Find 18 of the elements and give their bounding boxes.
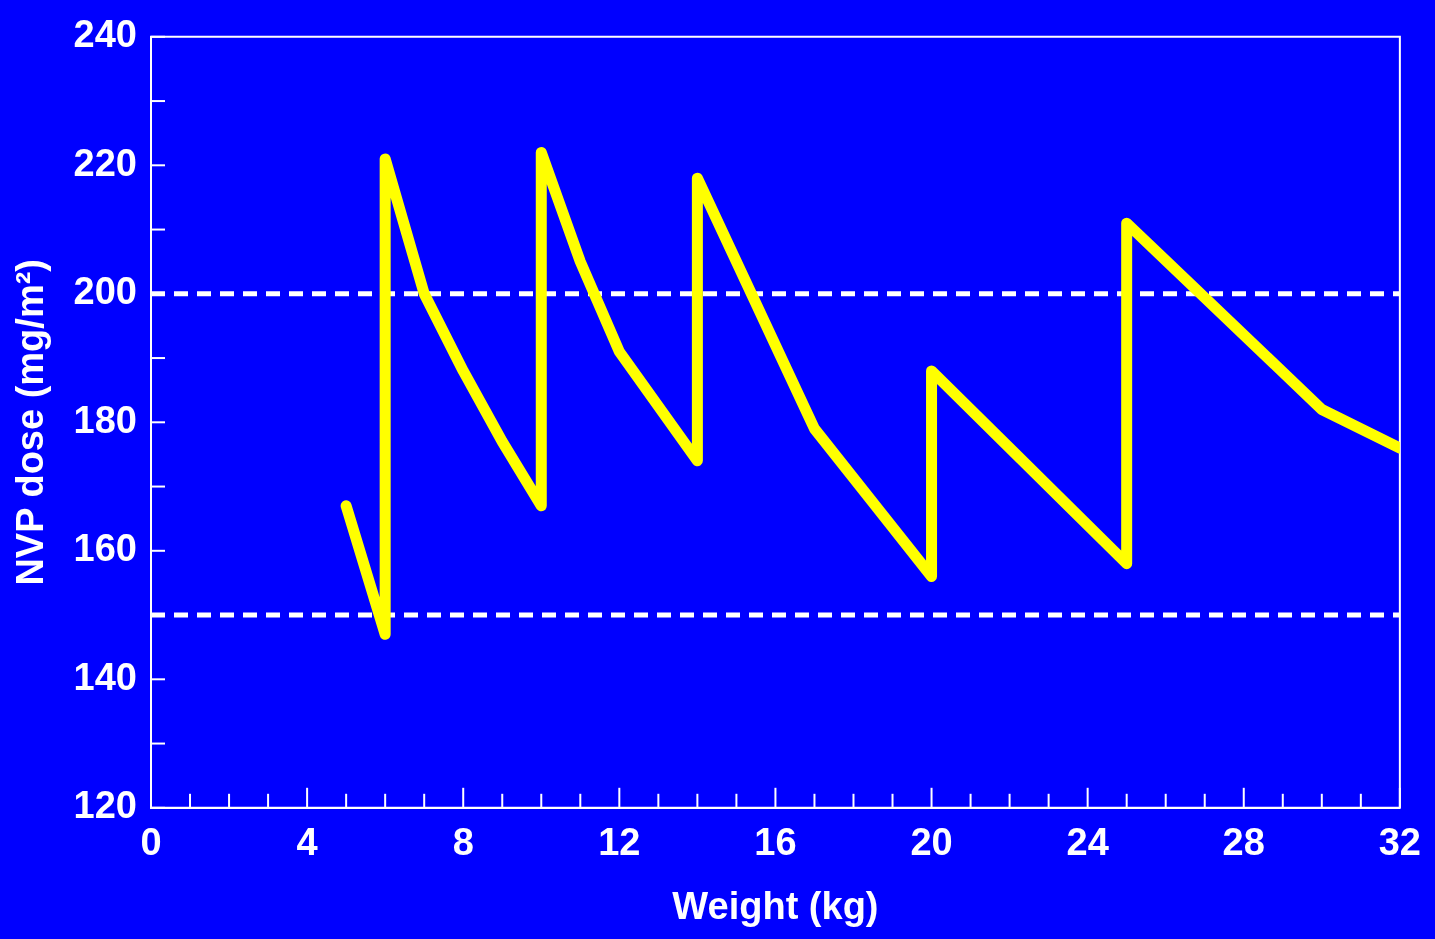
x-tick-label: 16 [754,821,797,864]
x-tick-label: 24 [1066,821,1109,864]
x-tick-label: 28 [1222,821,1265,864]
y-axis-title: NVP dose (mg/m²) [9,259,52,586]
y-tick-label: 200 [73,270,137,313]
x-tick-label: 4 [296,821,318,864]
y-tick-label: 220 [73,141,137,184]
y-tick-label: 140 [73,655,137,698]
y-tick-label: 180 [73,398,137,441]
y-tick-label: 160 [73,527,137,570]
x-tick-label: 8 [452,821,474,864]
x-tick-label: 32 [1378,821,1422,864]
x-tick-label: 12 [598,821,641,864]
x-tick-label: 20 [910,821,953,864]
y-tick-label: 240 [73,13,137,56]
x-axis-title: Weight (kg) [672,884,879,927]
y-tick-label: 120 [73,784,137,827]
x-tick-label: 0 [140,821,162,864]
